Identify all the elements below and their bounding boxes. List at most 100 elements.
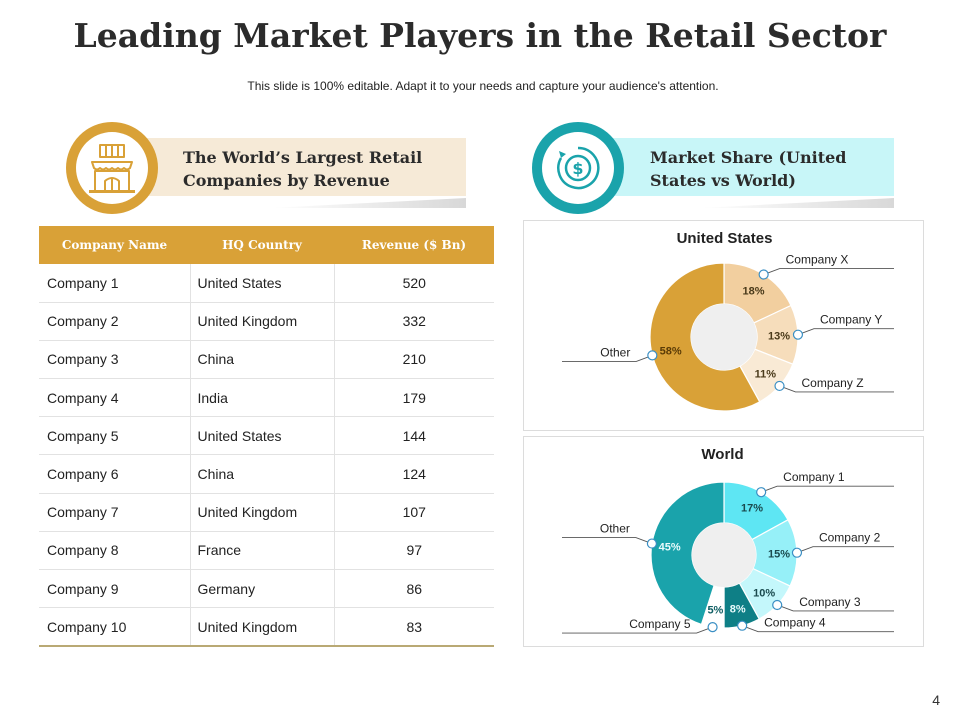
- world-category-label: Company 2: [819, 531, 881, 545]
- us-donut-hole: [691, 304, 757, 370]
- us-category-label: Other: [600, 345, 630, 359]
- world-callout-line: [562, 626, 713, 634]
- world-category-label: Company 5: [629, 617, 691, 631]
- cell-hq-country: United States: [190, 416, 335, 456]
- us-donut-chart: 18% Company X 13% Company Y 11% Company Z 58% O…: [562, 253, 894, 412]
- us-callout-line: [562, 354, 653, 362]
- table-row: Company 7 United Kingdom 107: [39, 493, 494, 532]
- cell-hq-country: United Kingdom: [190, 607, 335, 647]
- cell-company-name: Company 2: [39, 302, 191, 341]
- revenue-header-band: [112, 138, 466, 196]
- world-pct-label: 5%: [707, 604, 723, 616]
- world-callout-marker: [707, 622, 718, 633]
- revenue-heading-line1: The World’s Largest Retail: [183, 148, 423, 167]
- revenue-section-heading: The World’s Largest Retail Companies by …: [183, 146, 453, 192]
- world-callout-line: [777, 604, 894, 612]
- cell-revenue: 124: [334, 454, 494, 494]
- us-pct-label: 18%: [742, 286, 764, 298]
- table-row: Company 2 United Kingdom 332: [39, 302, 494, 341]
- cell-company-name: Company 5: [39, 416, 191, 456]
- revenue-header-shadow: [270, 198, 466, 208]
- world-callout-marker: [756, 487, 767, 498]
- world-callout-line: [741, 625, 894, 633]
- world-callout-line: [796, 546, 894, 554]
- column-header-company: Company Name: [39, 226, 190, 264]
- us-callout-line: [797, 328, 894, 336]
- us-category-label: Company Y: [820, 313, 882, 327]
- world-pct-label: 45%: [659, 541, 681, 553]
- cell-hq-country: Germany: [190, 569, 335, 609]
- us-callout-marker: [758, 269, 769, 280]
- cell-company-name: Company 7: [39, 493, 191, 532]
- store-icon: [89, 144, 135, 193]
- world-chart-panel: World 17% Company 1 15% Company 2 10% Company…: [523, 436, 924, 647]
- table-row: Company 5 United States 144: [39, 416, 494, 456]
- cell-revenue: 83: [334, 607, 494, 647]
- world-callout-line: [761, 485, 894, 493]
- cell-company-name: Company 3: [39, 340, 191, 380]
- table-row: Company 3 China 210: [39, 340, 494, 380]
- world-callout-marker: [791, 547, 803, 558]
- cell-company-name: Company 8: [39, 531, 191, 571]
- market-share-heading-line1: Market Share (United: [650, 148, 847, 167]
- market-share-section-heading: Market Share (United States vs World): [650, 146, 890, 192]
- table-row: Company 9 Germany 86: [39, 569, 494, 609]
- world-category-label: Other: [600, 522, 630, 536]
- table-row: Company 6 China 124: [39, 454, 494, 494]
- table-row: Company 1 United States 520: [39, 264, 494, 303]
- world-pct-label: 17%: [741, 503, 763, 515]
- cell-hq-country: France: [190, 531, 335, 571]
- world-chart-title: World: [701, 446, 744, 463]
- page-number: 4: [932, 692, 940, 708]
- cell-revenue: 520: [334, 264, 494, 303]
- world-donut-hole: [692, 523, 756, 587]
- cell-company-name: Company 10: [39, 607, 191, 647]
- cell-hq-country: India: [190, 378, 335, 418]
- market-share-heading-line2: States vs World): [650, 171, 796, 190]
- cell-revenue: 179: [334, 378, 494, 418]
- cell-revenue: 332: [334, 302, 494, 341]
- dollar-coin-icon: $: [557, 146, 600, 190]
- world-pct-label: 10%: [753, 588, 775, 600]
- world-pct-label: 8%: [730, 603, 746, 615]
- cell-company-name: Company 6: [39, 454, 191, 494]
- market-share-header-band: [580, 138, 894, 196]
- us-chart-title: United States: [676, 230, 773, 247]
- us-chart-panel: United States 18% Company X 13% Company Y 11…: [523, 220, 924, 431]
- cell-hq-country: United States: [190, 264, 335, 303]
- us-pct-label: 11%: [755, 368, 777, 380]
- column-header-country: HQ Country: [190, 226, 334, 264]
- column-header-revenue: Revenue ($ Bn): [334, 226, 494, 264]
- page-subtitle: This slide is 100% editable. Adapt it to…: [247, 79, 719, 93]
- cell-hq-country: United Kingdom: [190, 493, 335, 532]
- cell-company-name: Company 1: [39, 264, 191, 303]
- world-category-label: Company 1: [783, 470, 845, 484]
- us-pct-label: 13%: [768, 330, 790, 342]
- world-callout-marker: [737, 620, 748, 631]
- cell-revenue: 107: [334, 493, 494, 532]
- cell-hq-country: United Kingdom: [190, 302, 335, 341]
- cell-company-name: Company 9: [39, 569, 191, 609]
- market-share-header-shadow: [700, 198, 894, 208]
- us-callout-marker: [647, 350, 658, 361]
- table-row: Company 10 United Kingdom 83: [39, 607, 494, 647]
- world-callout-marker: [646, 538, 657, 549]
- revenue-table: Company Name HQ Country Revenue ($ Bn) C…: [39, 226, 494, 647]
- cell-hq-country: China: [190, 454, 335, 494]
- table-header-row: Company Name HQ Country Revenue ($ Bn): [39, 226, 494, 264]
- cell-revenue: 144: [334, 416, 494, 456]
- table-row: Company 8 France 97: [39, 531, 494, 571]
- us-callout-line: [779, 385, 894, 393]
- cell-company-name: Company 4: [39, 378, 191, 418]
- cell-revenue: 97: [334, 531, 494, 571]
- cell-hq-country: China: [190, 340, 335, 380]
- us-pct-label: 58%: [660, 346, 682, 358]
- table-row: Company 4 India 179: [39, 378, 494, 418]
- world-category-label: Company 4: [764, 616, 826, 630]
- dollar-icon-disc: [542, 132, 614, 204]
- world-callout-line: [562, 537, 653, 545]
- page-title: Leading Market Players in the Retail Sec…: [73, 16, 887, 55]
- world-category-label: Company 3: [799, 595, 861, 609]
- world-callout-marker: [772, 599, 783, 611]
- world-pct-label: 15%: [768, 548, 790, 560]
